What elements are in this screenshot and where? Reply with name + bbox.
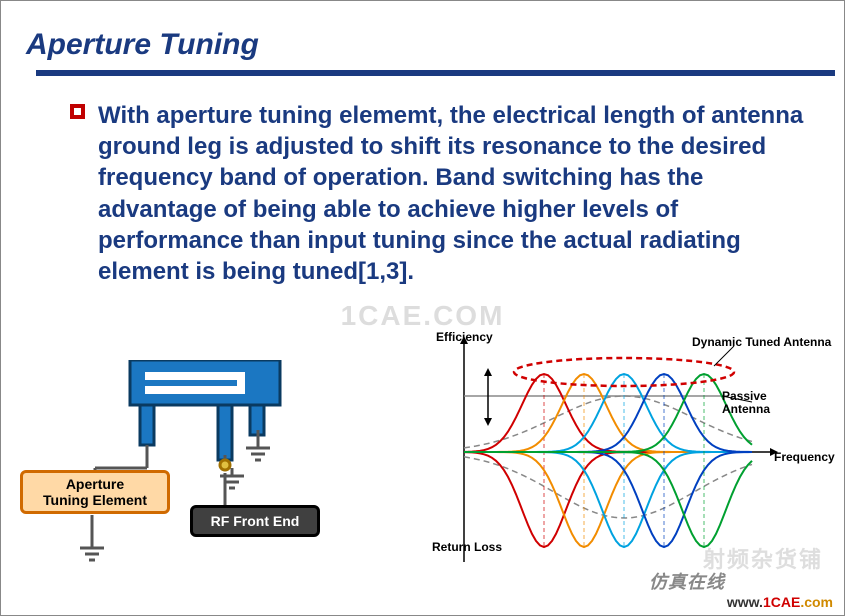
body-paragraph: With aperture tuning elememt, the electr… <box>70 100 815 287</box>
passive-callout-l1: Passive <box>722 389 767 403</box>
efficiency-axis-label: Efficiency <box>436 330 493 344</box>
rf-label: RF Front End <box>211 513 300 529</box>
dynamic-tuned-callout: Dynamic Tuned Antenna <box>692 336 831 349</box>
passive-callout-l2: Antenna <box>722 402 770 416</box>
ground-icon <box>80 540 104 560</box>
bullet-square-icon <box>70 104 85 119</box>
url-main: 1CAE <box>763 594 800 610</box>
ate-label-l1: Aperture <box>66 476 124 492</box>
aperture-tuning-element-box: Aperture Tuning Element <box>20 470 170 514</box>
footer-cn-text: 仿真在线 <box>649 568 725 594</box>
body-block: With aperture tuning elememt, the electr… <box>0 76 845 287</box>
url-suffix: .com <box>800 594 833 610</box>
ground-icon <box>220 468 244 488</box>
ground-icon <box>246 440 270 460</box>
rf-front-end-box: RF Front End <box>190 505 320 537</box>
frequency-axis-label: Frequency <box>774 450 835 464</box>
ate-label-l2: Tuning Element <box>43 492 147 508</box>
return-loss-axis-label: Return Loss <box>432 540 502 554</box>
footer-url: www.1CAE.com <box>727 594 833 610</box>
url-prefix: www. <box>727 594 763 610</box>
aperture-diagram: Aperture Tuning Element RF Front End <box>20 355 320 585</box>
